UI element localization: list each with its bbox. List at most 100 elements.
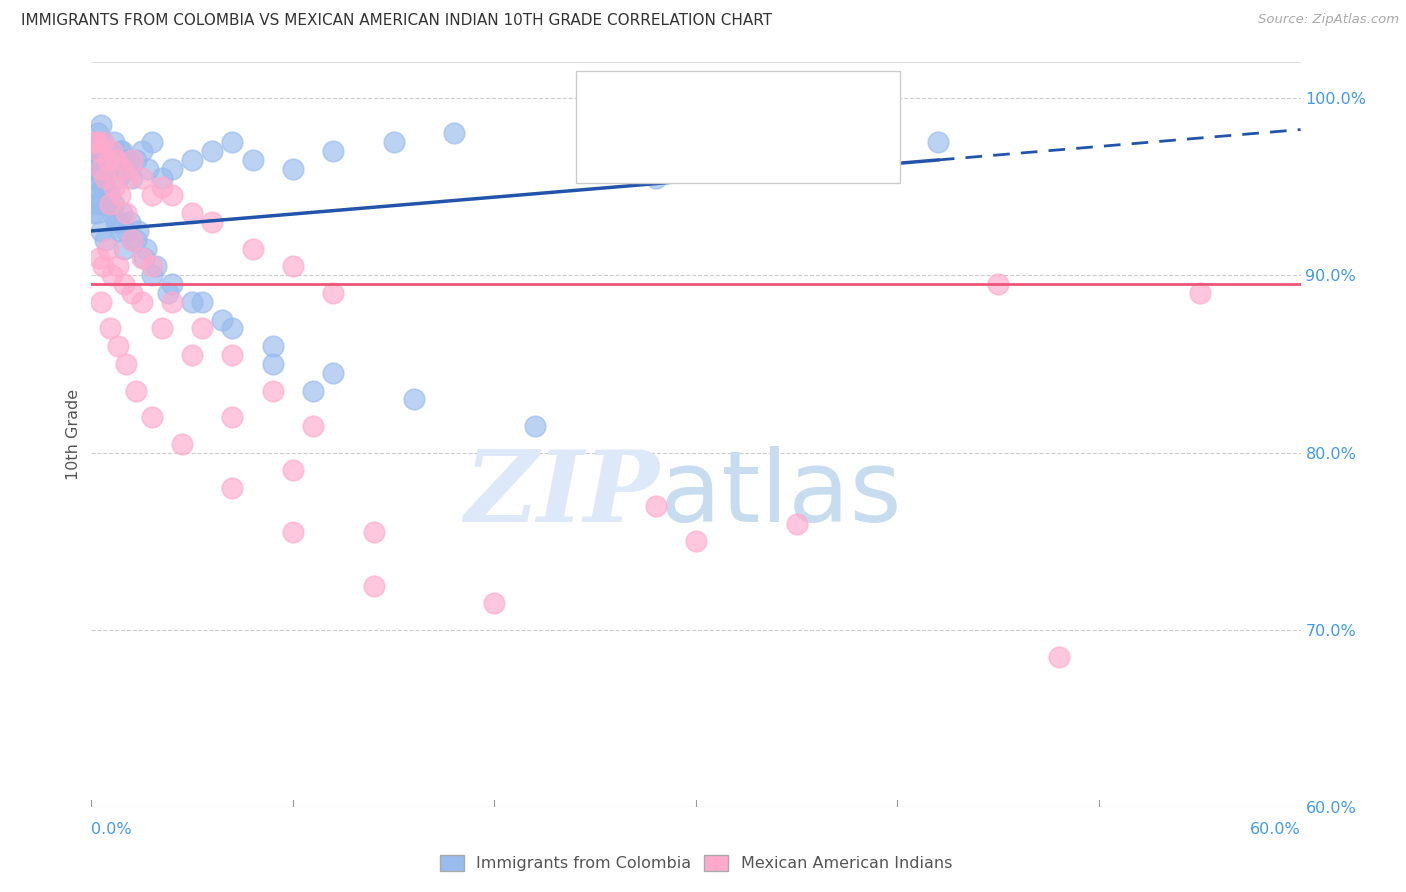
Point	[382, 135, 405, 149]
Point	[86, 144, 108, 158]
Point	[443, 127, 465, 141]
Point	[108, 224, 131, 238]
Point	[90, 224, 112, 238]
Text: R = 0.010   N = 63: R = 0.010 N = 63	[634, 149, 792, 167]
Point	[112, 277, 135, 292]
Point	[132, 251, 155, 265]
Point	[89, 144, 111, 158]
Point	[108, 188, 131, 202]
Point	[221, 135, 243, 149]
Point	[94, 233, 117, 247]
Point	[242, 242, 264, 256]
Point	[786, 144, 808, 158]
Point	[125, 153, 148, 167]
Point	[191, 321, 214, 335]
Point	[281, 161, 304, 176]
Point	[86, 188, 108, 202]
Point	[181, 348, 204, 362]
Legend: Immigrants from Colombia, Mexican American Indians: Immigrants from Colombia, Mexican Americ…	[433, 848, 959, 878]
Point	[172, 436, 194, 450]
Point	[89, 251, 111, 265]
Point	[987, 277, 1010, 292]
Point	[103, 197, 125, 211]
Point	[363, 578, 385, 592]
Point	[107, 170, 129, 185]
Point	[211, 312, 233, 326]
Point	[644, 499, 666, 513]
Point	[121, 233, 143, 247]
Point	[201, 144, 224, 158]
Point	[114, 224, 136, 238]
Point	[484, 596, 506, 610]
Point	[1047, 649, 1070, 664]
Point	[107, 260, 129, 274]
Point	[131, 294, 153, 309]
Point	[104, 153, 127, 167]
Point	[90, 161, 112, 176]
Point	[111, 161, 132, 176]
Point	[121, 285, 143, 300]
Point	[100, 268, 122, 283]
Point	[262, 339, 284, 353]
Point	[82, 161, 104, 176]
Point	[112, 153, 135, 167]
Point	[281, 463, 304, 477]
Point	[281, 525, 304, 540]
Y-axis label: 10th Grade: 10th Grade	[66, 389, 82, 481]
Point	[131, 144, 153, 158]
Point	[141, 268, 163, 283]
Point	[111, 206, 132, 220]
Point	[322, 366, 344, 380]
Point	[117, 153, 139, 167]
Point	[181, 294, 204, 309]
Point	[90, 197, 112, 211]
Point	[121, 153, 143, 167]
Point	[363, 525, 385, 540]
Point	[141, 135, 163, 149]
Point	[87, 127, 110, 141]
Point	[156, 285, 179, 300]
Point	[93, 135, 115, 149]
Point	[104, 161, 127, 176]
Point	[98, 188, 121, 202]
Point	[90, 118, 112, 132]
Point	[160, 161, 183, 176]
Text: R = 0.253   N = 83: R = 0.253 N = 83	[634, 101, 792, 119]
Point	[141, 410, 163, 425]
Point	[302, 419, 325, 434]
Point	[181, 153, 204, 167]
Point	[96, 153, 118, 167]
Point	[83, 170, 105, 185]
Point	[160, 277, 183, 292]
Point	[84, 153, 107, 167]
Point	[84, 135, 107, 149]
Point	[89, 161, 111, 176]
Point	[927, 135, 949, 149]
Point	[281, 260, 304, 274]
Point	[150, 321, 173, 335]
Point	[221, 348, 243, 362]
Point	[402, 392, 425, 407]
Point	[94, 179, 117, 194]
Point	[112, 242, 135, 256]
Point	[93, 260, 115, 274]
Point	[86, 135, 108, 149]
Point	[86, 206, 108, 220]
Point	[114, 161, 136, 176]
Point	[93, 135, 115, 149]
Point	[114, 206, 136, 220]
Point	[523, 419, 546, 434]
Point	[786, 516, 808, 531]
Point	[96, 242, 118, 256]
Point	[242, 153, 264, 167]
Point	[131, 251, 153, 265]
Point	[89, 144, 111, 158]
Point	[108, 144, 131, 158]
Point	[131, 170, 153, 185]
Point	[121, 233, 143, 247]
Point	[107, 339, 129, 353]
Point	[103, 179, 125, 194]
Point	[96, 144, 118, 158]
Point	[114, 357, 136, 371]
Point	[100, 206, 122, 220]
